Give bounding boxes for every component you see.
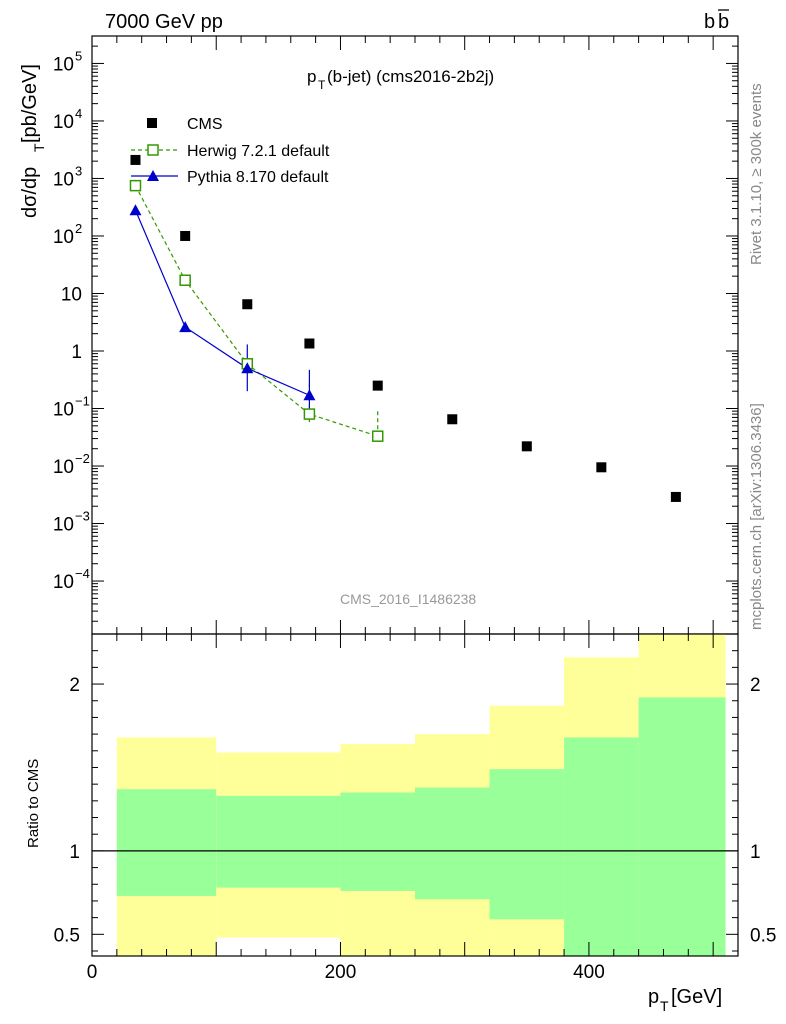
y-tick-label: 10 −1 bbox=[53, 394, 90, 421]
pythia-point bbox=[179, 321, 192, 333]
y-axis-label-sub: T bbox=[31, 143, 47, 152]
y-tick-label-exp: −3 bbox=[75, 509, 90, 524]
herwig-point bbox=[371, 430, 384, 442]
chart-title: p T (b-jet) (cms2016-2b2j) bbox=[307, 67, 494, 92]
ratio-bands bbox=[116, 634, 726, 956]
ratio-tick-label: 2 bbox=[69, 675, 80, 696]
y-tick-label-exp: 3 bbox=[75, 163, 82, 178]
y-tick-label: 10 bbox=[61, 284, 82, 305]
cms-point bbox=[180, 230, 191, 241]
x-tick-label: 400 bbox=[573, 962, 605, 983]
y-tick-label-base: 10 bbox=[53, 227, 74, 248]
y-tick-label: 10 2 bbox=[53, 221, 82, 248]
cms-point bbox=[242, 299, 253, 310]
chart-title-sub: T bbox=[318, 78, 326, 92]
y-tick-label: 10 4 bbox=[53, 106, 82, 133]
legend: CMS Herwig 7.2.1 default Pythia 8.170 de… bbox=[131, 116, 330, 186]
y-tick-label-base: 10 bbox=[53, 112, 74, 133]
herwig-point bbox=[179, 274, 191, 286]
cms-point bbox=[447, 414, 458, 425]
y-tick-label-exp: 4 bbox=[75, 106, 82, 121]
x-axis-label: p T [GeV] bbox=[648, 986, 722, 1014]
y-tick-label: 10 −2 bbox=[53, 451, 90, 478]
herwig-point bbox=[303, 408, 316, 420]
y-tick-label-base: 10 bbox=[53, 400, 74, 421]
y-tick-label-exp: −1 bbox=[75, 394, 90, 409]
header-left-label: 7000 GeV pp bbox=[105, 11, 223, 33]
ratio-axis-label: Ratio to CMS bbox=[25, 759, 42, 848]
ratio-band-green bbox=[116, 789, 217, 896]
pythia-point bbox=[129, 204, 142, 216]
header-right-b: b bbox=[704, 11, 715, 33]
y-tick-label: 10 −3 bbox=[53, 509, 90, 536]
y-tick-label-base: 10 bbox=[53, 515, 74, 536]
cms-point bbox=[521, 441, 532, 452]
ratio-tick-label-right: 1 bbox=[750, 842, 761, 863]
mcplots-label: mcplots.cern.ch [arXiv:1306.3436] bbox=[748, 403, 765, 630]
y-tick-label-exp: −2 bbox=[75, 451, 90, 466]
legend-label-herwig: Herwig 7.2.1 default bbox=[187, 143, 330, 160]
ratio-band-green bbox=[415, 787, 490, 900]
herwig-point bbox=[129, 179, 142, 192]
x-axis-label-a: p bbox=[648, 986, 659, 1008]
ratio-band-green bbox=[340, 792, 415, 891]
x-axis-label-sub: T bbox=[660, 998, 669, 1014]
y-tick-label-base: 10 bbox=[53, 54, 74, 75]
y-tick-label-base: 10 bbox=[53, 457, 74, 478]
y-tick-label-base: 10 bbox=[53, 572, 74, 593]
pythia-point bbox=[303, 389, 316, 401]
cms-point bbox=[304, 338, 315, 349]
y-axis-label-a: dσ/dp bbox=[19, 167, 41, 218]
legend-label-pythia: Pythia 8.170 default bbox=[187, 169, 329, 186]
herwig-line bbox=[134, 185, 378, 437]
chart-title-rest: (b-jet) (cms2016-2b2j) bbox=[327, 67, 494, 86]
x-tick-label: 200 bbox=[325, 962, 357, 983]
pythia-point bbox=[241, 362, 254, 374]
x-axis-label-b: [GeV] bbox=[671, 986, 722, 1008]
ratio-tick-label-right: 0.5 bbox=[750, 925, 776, 946]
cms-point bbox=[372, 380, 383, 391]
ratio-panel: 0 200 400 0.5 0.5 1 1 2 2 bbox=[54, 633, 776, 983]
cms-point bbox=[670, 491, 681, 502]
legend-marker-herwig bbox=[147, 144, 159, 156]
ratio-tick-label: 0.5 bbox=[54, 925, 80, 946]
ratio-tick-label-right: 2 bbox=[750, 675, 761, 696]
x-tick-label: 0 bbox=[87, 962, 98, 983]
legend-marker-pythia bbox=[147, 170, 159, 181]
cms-point bbox=[596, 462, 607, 473]
ratio-band-green bbox=[489, 769, 565, 920]
header-right-bbar: b bbox=[718, 11, 729, 33]
y-tick-label-base: 10 bbox=[61, 284, 82, 305]
ratio-band-green bbox=[216, 795, 341, 888]
legend-label-cms: CMS bbox=[187, 116, 223, 133]
chart-title-main: p bbox=[307, 67, 316, 86]
y-axis-label-b: [pb/GeV] bbox=[19, 64, 41, 143]
pythia-line bbox=[134, 210, 310, 396]
y-tick-label: 10 3 bbox=[53, 163, 82, 190]
y-tick-label: 1 bbox=[71, 342, 82, 363]
y-tick-label-exp: −4 bbox=[75, 566, 90, 581]
header-right-label: b b bbox=[704, 9, 729, 33]
y-tick-label-base: 10 bbox=[53, 169, 74, 190]
ratio-band-green bbox=[564, 737, 639, 956]
y-tick-label-exp: 5 bbox=[75, 48, 82, 63]
y-tick-label-base: 1 bbox=[71, 342, 82, 363]
y-tick-label-exp: 2 bbox=[75, 221, 82, 236]
legend-marker-cms bbox=[147, 118, 157, 128]
ratio-band-green bbox=[638, 697, 726, 956]
rivet-label: Rivet 3.1.10, ≥ 300k events bbox=[748, 83, 765, 265]
watermark-label: CMS_2016_I1486238 bbox=[340, 591, 476, 607]
y-tick-label: 10 5 bbox=[53, 48, 82, 75]
y-axis-label: dσ/dp T [pb/GeV] bbox=[19, 64, 47, 218]
y-tick-label: 10 −4 bbox=[53, 566, 90, 593]
cms-point bbox=[130, 154, 141, 165]
ratio-tick-label: 1 bbox=[69, 842, 80, 863]
